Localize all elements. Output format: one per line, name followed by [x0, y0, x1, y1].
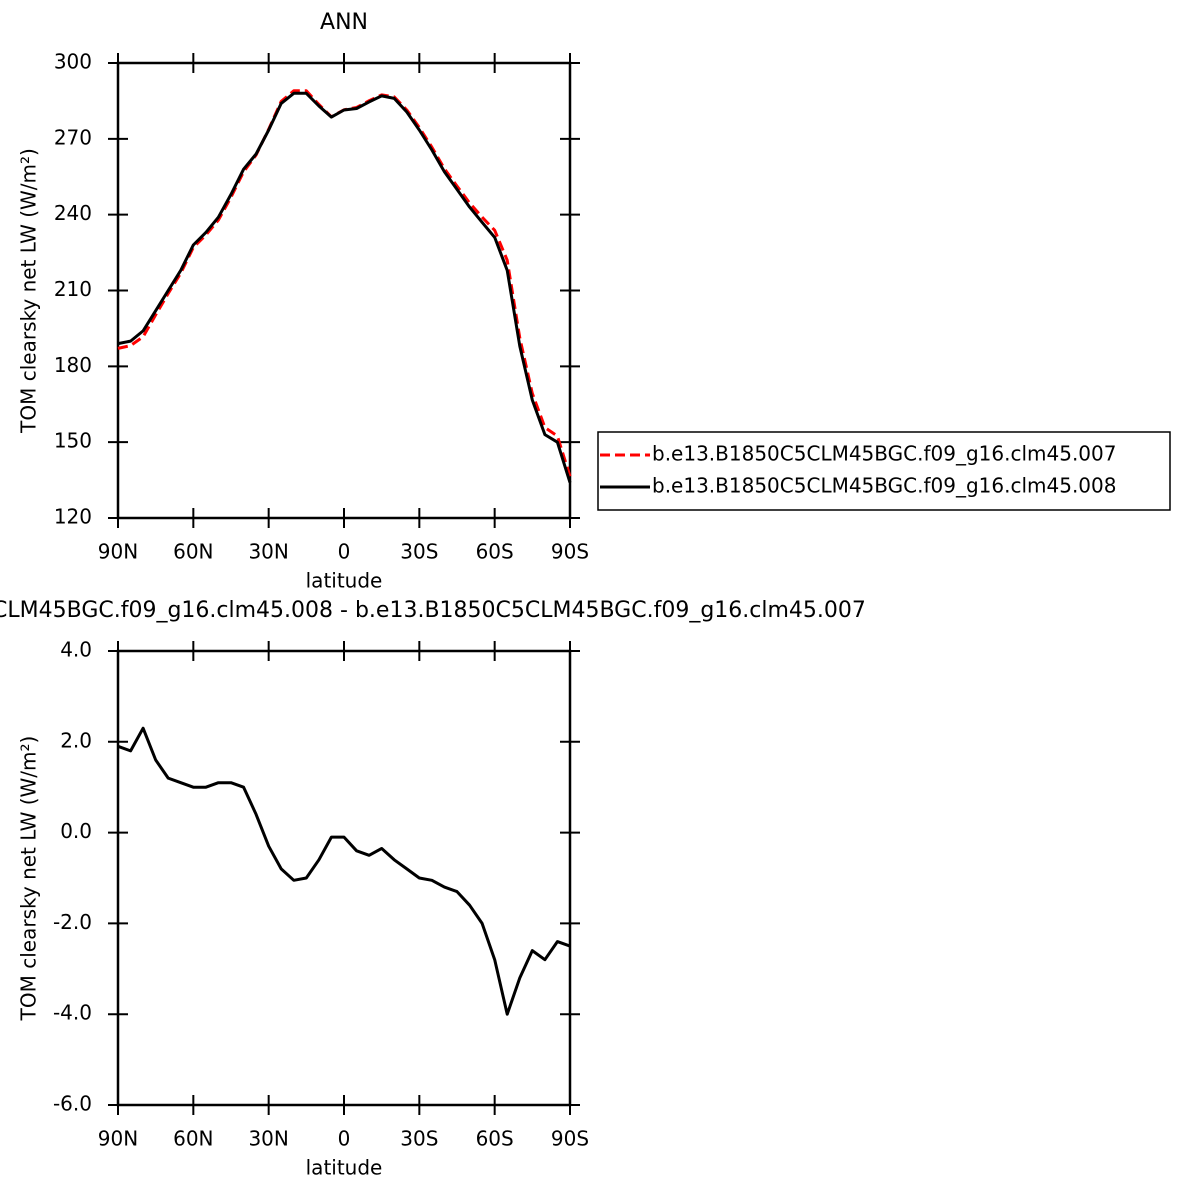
- data-line: [117, 89, 572, 477]
- y-tick-label: 0.0: [60, 819, 92, 843]
- x-axis-label: latitude: [306, 569, 383, 593]
- y-tick-label: -2.0: [53, 910, 92, 934]
- y-tick-label: 2.0: [60, 728, 92, 752]
- x-tick-label: 90S: [551, 540, 589, 564]
- x-tick-label: 60S: [476, 540, 514, 564]
- y-tick-label: 120: [54, 505, 92, 529]
- y-tick-label: 240: [54, 201, 92, 225]
- y-tick-label: -4.0: [53, 1001, 92, 1025]
- y-tick-label: 210: [54, 277, 92, 301]
- legend-label: b.e13.B1850C5CLM45BGC.f09_g16.clm45.008: [652, 474, 1116, 498]
- x-tick-label: 90N: [98, 1127, 138, 1151]
- x-axis-label: latitude: [306, 1156, 383, 1180]
- x-tick-label: 30N: [248, 540, 288, 564]
- x-tick-label: 60N: [173, 1127, 213, 1151]
- y-tick-label: 300: [54, 50, 92, 74]
- y-axis-label: TOM clearsky net LW (W/m²): [17, 148, 41, 434]
- legend-box: [597, 431, 1171, 511]
- x-tick-label: 0: [338, 1127, 351, 1151]
- x-tick-label: 60N: [173, 540, 213, 564]
- chart-title: ANN: [320, 10, 368, 35]
- x-tick-label: 30S: [400, 540, 438, 564]
- chart-title: b.e13.B1850C5CLM45BGC.f09_g16.clm45.008 …: [0, 598, 866, 623]
- x-tick-label: 90S: [551, 1127, 589, 1151]
- y-tick-label: 150: [54, 429, 92, 453]
- y-tick-label: 180: [54, 353, 92, 377]
- x-tick-label: 0: [338, 540, 351, 564]
- plot-frame: [116, 61, 572, 520]
- y-tick-label: 4.0: [60, 638, 92, 662]
- y-axis-label: TOM clearsky net LW (W/m²): [17, 736, 41, 1022]
- legend-label: b.e13.B1850C5CLM45BGC.f09_g16.clm45.007: [652, 442, 1116, 466]
- x-tick-label: 90N: [98, 540, 138, 564]
- y-tick-label: -6.0: [53, 1092, 92, 1116]
- x-tick-label: 30S: [400, 1127, 438, 1151]
- y-tick-label: 270: [54, 125, 92, 149]
- data-line: [117, 91, 572, 484]
- plot-frame: [116, 649, 572, 1107]
- x-tick-label: 60S: [476, 1127, 514, 1151]
- data-line: [117, 726, 571, 1016]
- x-tick-label: 30N: [248, 1127, 288, 1151]
